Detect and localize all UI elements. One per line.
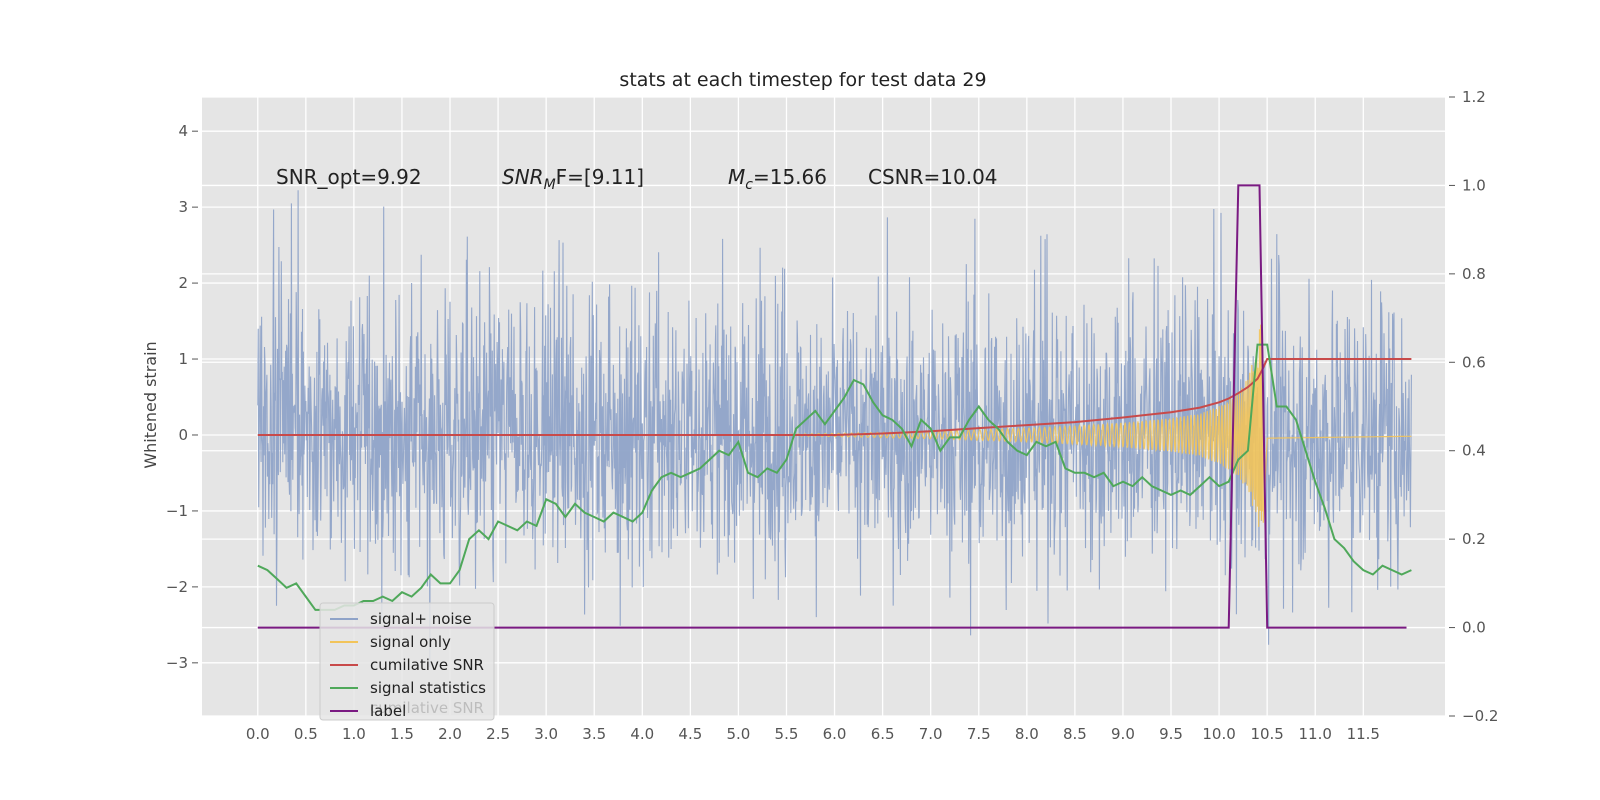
x-tick-label: 5.0 (726, 725, 750, 743)
series-lines (257, 184, 1412, 629)
legend-entries: signal+ noise signal only cumilative SNR si… (330, 610, 486, 720)
legend-label: cumilative SNR (370, 656, 484, 674)
x-tick-label: 7.0 (919, 725, 943, 743)
annotation-snr-mf-main: SNR (502, 165, 544, 189)
annotation-mc-sub: c (745, 177, 753, 193)
x-tick-label: 3.0 (534, 725, 558, 743)
signal-noise-line (257, 190, 1412, 668)
y-left-tick-label: 3 (178, 198, 188, 216)
x-tick-label: 10.5 (1250, 725, 1283, 743)
x-tick-label: 4.5 (678, 725, 702, 743)
x-tick-label: 2.0 (438, 725, 462, 743)
signal-noise-trace (257, 190, 1412, 668)
annotation-snr-mf-rest: F=[9.11] (556, 165, 644, 189)
y-right-tick-label: 1.0 (1462, 176, 1486, 194)
legend-hidden-text: cumilative SNR (370, 699, 484, 717)
y-right-tick-label: 0.0 (1462, 619, 1486, 637)
x-tick-label: 1.5 (390, 725, 414, 743)
legend-label: signal only (370, 633, 451, 651)
x-tick-label: 6.5 (871, 725, 895, 743)
y-left-tick-label: 1 (178, 350, 188, 368)
y-left-tick-label: 4 (178, 122, 188, 140)
x-tick-label: 11.0 (1299, 725, 1332, 743)
x-tick-label: 11.5 (1347, 725, 1380, 743)
cumilative-snr-line (257, 358, 1412, 436)
annotation-mc: Mc=15.66 (728, 165, 827, 193)
x-tick-label: 9.0 (1111, 725, 1135, 743)
x-tick-label: 7.5 (967, 725, 991, 743)
x-tick-label: 8.5 (1063, 725, 1087, 743)
x-tick-label: 0.5 (294, 725, 318, 743)
x-tick-label: 9.5 (1159, 725, 1183, 743)
legend-label: signal+ noise (370, 610, 472, 628)
x-tick-label: 1.0 (342, 725, 366, 743)
legend-label: signal statistics (370, 679, 486, 697)
y-left-tick-label: −2 (166, 578, 188, 596)
x-tick-label: 6.0 (823, 725, 847, 743)
y-left-tick-label: −1 (166, 502, 188, 520)
x-tick-label: 10.0 (1202, 725, 1235, 743)
legend-label: label (370, 702, 406, 720)
chart-title: stats at each timestep for test data 29 (619, 69, 986, 91)
signal-statistics-line (257, 343, 1412, 611)
y-axis-label: Whitened strain (141, 341, 160, 468)
x-tick-label: 5.5 (775, 725, 799, 743)
y-left-tick-label: −3 (166, 654, 188, 672)
annotation-snr-mf-sub: M (544, 177, 556, 193)
legend-box (319, 602, 495, 721)
label-line (257, 184, 1407, 629)
annotation-mc-rest: =15.66 (753, 165, 827, 189)
y-right-tick-label: 0.4 (1462, 442, 1486, 460)
x-tick-label: 4.0 (630, 725, 654, 743)
y-right-tick-label: 0.2 (1462, 530, 1486, 548)
annotation-snr-mf: SNRMF=[9.11] (502, 165, 644, 193)
x-tick-label: 0.0 (246, 725, 270, 743)
x-tick-label: 2.5 (486, 725, 510, 743)
y-right-tick-label: 0.8 (1462, 265, 1486, 283)
y-right-tick-label: −0.2 (1462, 707, 1498, 725)
y-left-tick-label: 2 (178, 274, 188, 292)
y-left-tick-label: 0 (178, 426, 188, 444)
y-right-tick-label: 0.6 (1462, 353, 1486, 371)
y-right-tick-label: 1.2 (1462, 88, 1486, 106)
annotation-mc-main: M (728, 165, 745, 189)
annotation-csnr: CSNR=10.04 (868, 165, 998, 189)
x-tick-label: 3.5 (582, 725, 606, 743)
legend: cumilative SNR signal+ noise signal only c… (319, 602, 495, 721)
axes: 0.0 0.5 1.0 1.5 2.0 2.5 3.0 3.5 4.0 4.5 5.0 5.5 6.0 6… (166, 88, 1499, 743)
annotation-snr-opt: SNR_opt=9.92 (276, 165, 422, 189)
x-tick-label: 8.0 (1015, 725, 1039, 743)
